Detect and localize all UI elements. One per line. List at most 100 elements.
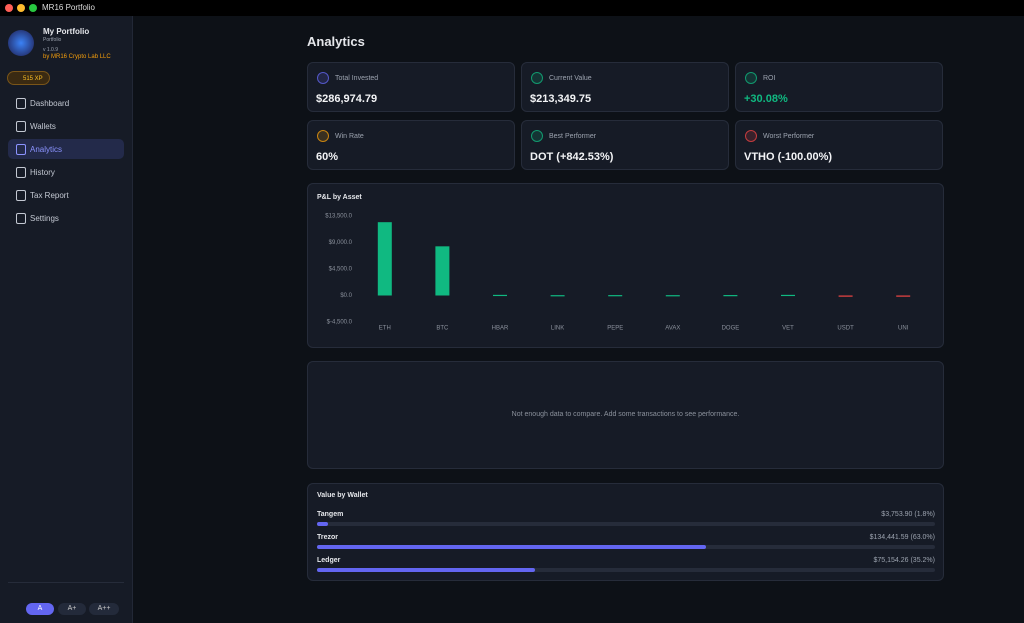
wallet-title: Value by Wallet <box>317 492 368 499</box>
nav-item[interactable]: History <box>8 162 124 182</box>
stat-label: Total Invested <box>335 75 379 82</box>
stat-card: Best Performer DOT (+842.53%) <box>521 120 729 170</box>
bar <box>377 222 392 296</box>
x-tick-label: BTC <box>436 326 449 332</box>
stat-value: DOT (+842.53%) <box>530 151 614 163</box>
nav-icon <box>16 98 26 109</box>
wallet-value: $3,753.90 (1.8%) <box>881 511 935 518</box>
nav-item[interactable]: Dashboard <box>8 93 124 113</box>
x-tick-label: VET <box>782 326 794 332</box>
author: by MR16 Crypto Lab LLC <box>43 54 111 60</box>
stat-value: +30.08% <box>744 93 788 105</box>
minimize-button[interactable] <box>17 4 25 12</box>
font-size-button[interactable]: A <box>26 603 54 615</box>
nav-label: History <box>30 168 55 177</box>
wallet-name: Ledger <box>317 557 341 564</box>
stat-label: Win Rate <box>335 133 364 140</box>
font-size-button[interactable]: A++ <box>89 603 119 615</box>
bar <box>435 246 450 296</box>
nav-label: Settings <box>30 214 59 223</box>
chart-title: P&L by Asset <box>317 194 362 201</box>
font-size-button[interactable]: A+ <box>58 603 86 615</box>
nav-icon <box>16 121 26 132</box>
nav-icon <box>16 144 26 155</box>
y-tick-label: $13,500.0 <box>325 214 352 220</box>
y-tick-label: $-4,500.0 <box>327 320 353 326</box>
stat-value: $213,349.75 <box>530 93 592 105</box>
y-tick-label: $9,000.0 <box>329 240 353 246</box>
y-tick-label: $0.0 <box>340 293 352 299</box>
bar <box>896 295 911 297</box>
nav-label: Tax Report <box>30 191 69 200</box>
stat-card: Worst Performer VTHO (-100.00%) <box>735 120 943 170</box>
nav-item[interactable]: Settings <box>8 208 124 228</box>
wallet-track <box>317 568 935 572</box>
bar <box>665 295 680 297</box>
x-tick-label: ETH <box>379 326 391 332</box>
stat-icon <box>317 130 329 142</box>
wallet-bar <box>317 545 707 549</box>
nav-icon <box>16 167 26 178</box>
x-tick-label: HBAR <box>492 326 509 332</box>
stat-card: Win Rate 60% <box>307 120 515 170</box>
wallet-card: Value by Wallet Tangem $3,753.90 (1.8%) Tr… <box>307 483 944 581</box>
x-tick-label: PEPE <box>607 326 623 332</box>
chart-card: P&L by Asset $-4,500.0 $0.0 $4,500.0 $9,000… <box>307 183 944 348</box>
sidebar: My Portfolio Portfolio v 1.0.9 by MR16 C… <box>0 16 133 623</box>
stat-card: Total Invested $286,974.79 <box>307 62 515 112</box>
app-subtitle: Portfolio <box>43 37 62 43</box>
stat-value: $286,974.79 <box>316 93 378 105</box>
x-tick-label: LINK <box>551 326 564 332</box>
nav-icon <box>16 190 26 201</box>
nav-label: Dashboard <box>30 99 70 108</box>
nav-label: Wallets <box>30 122 56 131</box>
zoom-button[interactable] <box>29 4 37 12</box>
wallet-value: $134,441.59 (63.0%) <box>869 534 935 541</box>
wallet-track <box>317 545 935 549</box>
stat-icon <box>531 130 543 142</box>
page-title: Analytics <box>307 34 365 49</box>
version: v 1.0.9 <box>43 47 59 53</box>
wallet-value: $75,154.26 (35.2%) <box>873 557 936 564</box>
bar <box>838 295 853 297</box>
y-tick-label: $4,500.0 <box>329 267 353 273</box>
app-name: My Portfolio <box>43 27 90 36</box>
wallet-track <box>317 522 935 526</box>
stat-icon <box>745 72 757 84</box>
nav-icon <box>16 213 26 224</box>
stat-value: 60% <box>316 151 339 163</box>
avatar <box>8 30 34 56</box>
stat-label: ROI <box>763 75 776 82</box>
wallet-bar <box>317 522 329 526</box>
wallet-name: Trezor <box>317 534 339 541</box>
nav-item[interactable]: Analytics <box>8 139 124 159</box>
stat-label: Current Value <box>549 75 592 82</box>
title-bar: MR16 Portfolio <box>0 0 1024 16</box>
divider <box>8 582 124 583</box>
x-tick-label: AVAX <box>665 326 680 332</box>
nav-item[interactable]: Wallets <box>8 116 124 136</box>
bar <box>723 295 738 297</box>
nav-item[interactable]: Tax Report <box>8 185 124 205</box>
stat-label: Worst Performer <box>763 133 815 140</box>
empty-message: Not enough data to compare. Add some tra… <box>511 411 740 418</box>
stat-label: Best Performer <box>549 133 597 140</box>
bar <box>608 295 623 297</box>
xp-badge: 515 XP <box>7 71 50 85</box>
bar <box>493 294 507 297</box>
bar <box>550 295 565 297</box>
stat-icon <box>745 130 757 142</box>
wallet-bar <box>317 568 535 572</box>
nav-label: Analytics <box>30 145 63 154</box>
stat-card: Current Value $213,349.75 <box>521 62 729 112</box>
x-tick-label: USDT <box>837 326 854 332</box>
close-button[interactable] <box>5 4 13 12</box>
window-title: MR16 Portfolio <box>42 3 95 12</box>
bar <box>781 294 795 297</box>
x-tick-label: DOGE <box>722 326 740 332</box>
stat-value: VTHO (-100.00%) <box>744 151 833 163</box>
stat-icon <box>531 72 543 84</box>
x-tick-label: UNI <box>898 326 909 332</box>
chart: $-4,500.0 $0.0 $4,500.0 $9,000.0 $13,500.0 ET… <box>325 214 911 332</box>
